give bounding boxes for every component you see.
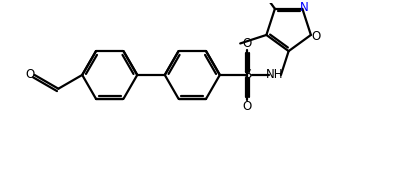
Text: O: O (25, 68, 34, 81)
Text: N: N (300, 1, 309, 14)
Text: O: O (243, 100, 252, 113)
Text: O: O (311, 30, 320, 43)
Text: S: S (243, 68, 252, 81)
Text: NH: NH (266, 68, 284, 81)
Text: O: O (243, 37, 252, 50)
